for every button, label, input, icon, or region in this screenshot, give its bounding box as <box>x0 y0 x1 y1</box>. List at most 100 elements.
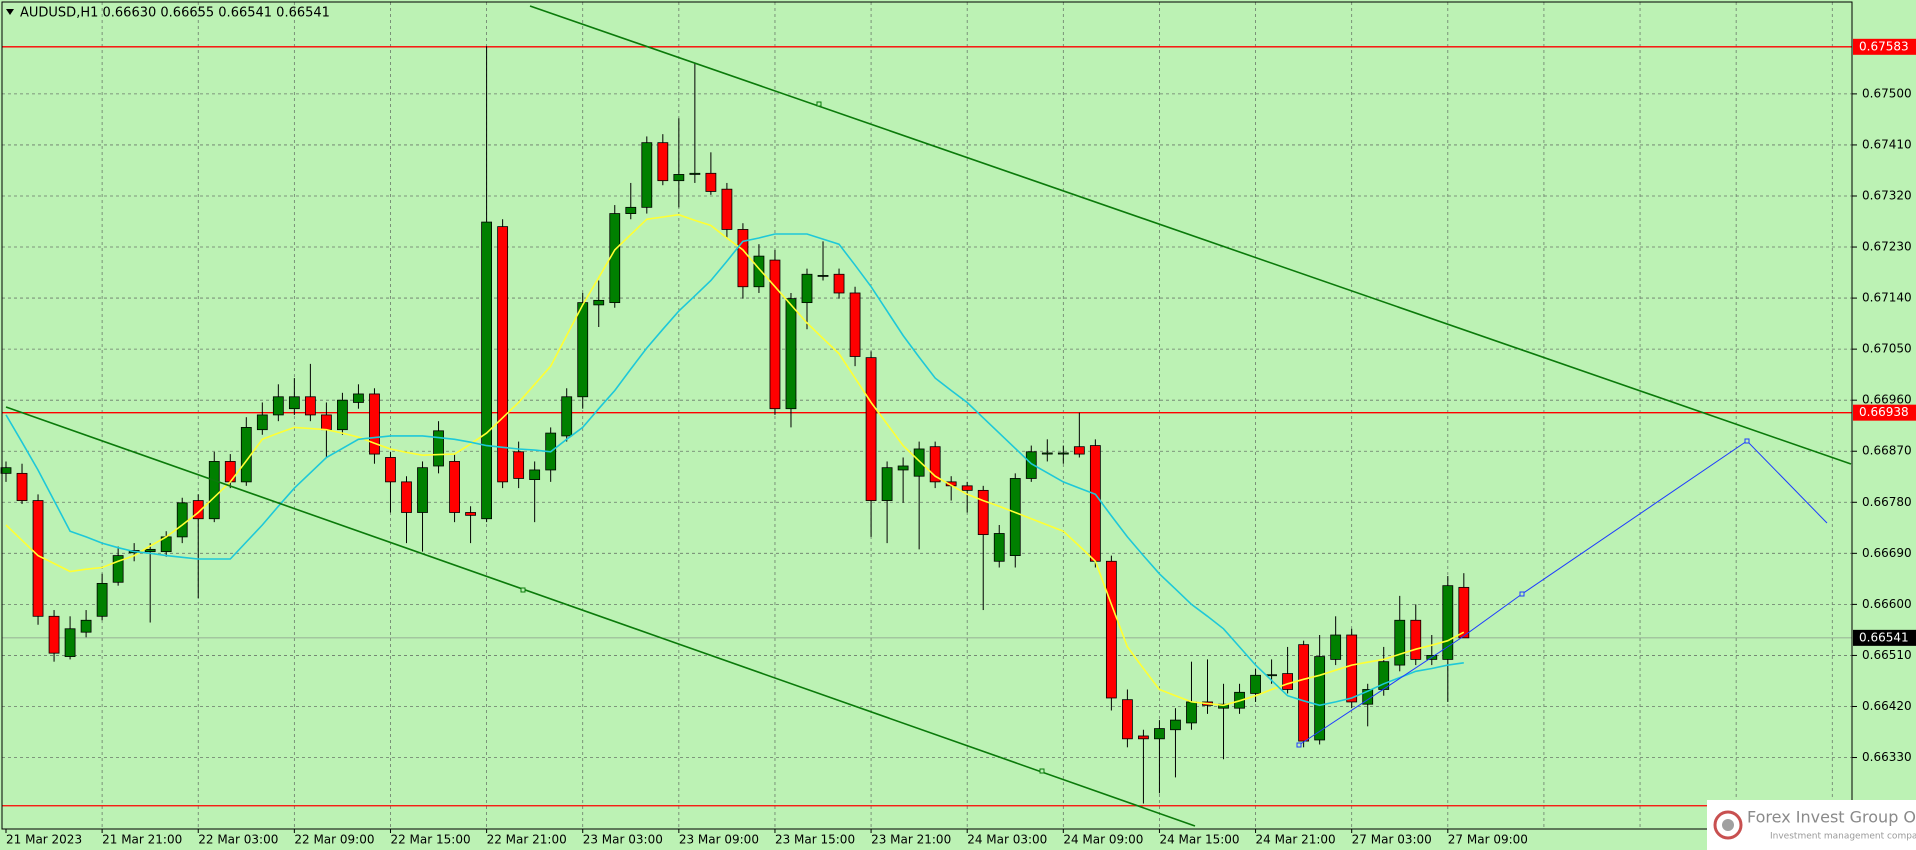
candle-body <box>673 174 685 182</box>
candle-body <box>929 446 941 483</box>
y-tick-label: 0.66870 <box>1862 444 1912 458</box>
candle-body <box>96 582 108 617</box>
logo-tagline: Investment management company <box>1770 832 1916 842</box>
candle-body <box>721 188 733 230</box>
y-tick-label: 0.66600 <box>1862 597 1912 611</box>
x-tick-label: 23 Mar 15:00 <box>775 833 855 847</box>
candle-body <box>256 414 268 431</box>
logo-name: Forex Invest Group OU <box>1747 808 1916 827</box>
anchor <box>1039 768 1045 774</box>
x-tick-label: 22 Mar 21:00 <box>487 833 567 847</box>
candle-body <box>0 467 12 474</box>
candle-body <box>176 502 188 538</box>
x-tick-label: 27 Mar 09:00 <box>1448 833 1528 847</box>
candle-body <box>48 615 60 654</box>
last-price-box <box>1853 629 1916 646</box>
x-tick-label: 24 Mar 21:00 <box>1256 833 1336 847</box>
anchor <box>520 587 526 593</box>
candle-body <box>1186 701 1197 724</box>
candle-body <box>353 393 364 403</box>
x-tick-label: 23 Mar 09:00 <box>679 833 759 847</box>
x-tick-label: 21 Mar 21:00 <box>102 833 182 847</box>
candle-body <box>897 465 909 471</box>
candle-body <box>1041 452 1053 455</box>
candle-body <box>753 255 765 288</box>
candle-body <box>224 461 236 483</box>
candle-body <box>577 302 589 398</box>
candle-body <box>272 396 284 416</box>
candle-body <box>304 396 316 416</box>
candle-body <box>849 292 861 357</box>
candle-body <box>1105 560 1117 699</box>
y-tick-label: 0.67050 <box>1862 342 1912 356</box>
candle-body <box>497 226 509 483</box>
overlays-layer <box>5 213 1465 707</box>
candle-body <box>1250 674 1261 694</box>
candle-body <box>689 172 701 175</box>
y-tick-label: 0.67140 <box>1862 291 1912 305</box>
candle-body <box>385 457 396 483</box>
moving-average <box>5 213 1465 707</box>
candle-body <box>80 619 92 633</box>
candle-body <box>625 206 637 214</box>
candle-body <box>64 628 76 657</box>
candle-body <box>1298 644 1310 742</box>
candle-body <box>192 500 204 520</box>
candle-body <box>1330 634 1342 660</box>
levels-layer <box>2 46 1852 807</box>
candle-body <box>240 427 252 483</box>
candle-body <box>288 396 300 410</box>
candle-body <box>1442 585 1454 660</box>
candle-body <box>112 555 124 583</box>
symbol-menu-icon[interactable] <box>6 9 14 15</box>
y-tick-label: 0.66960 <box>1862 393 1912 407</box>
candle-body <box>1009 478 1021 557</box>
y-tick-label: 0.66330 <box>1862 750 1912 764</box>
trend-lines <box>5 5 1852 827</box>
candle-body <box>32 500 44 617</box>
candle-body <box>433 430 444 467</box>
anchor <box>1519 591 1525 597</box>
candle-body <box>529 469 541 480</box>
x-tick-label: 22 Mar 03:00 <box>198 833 278 847</box>
moving-average <box>5 233 1464 707</box>
candle-body <box>1154 728 1165 740</box>
candle-body <box>449 461 460 513</box>
y-tick-label: 0.66690 <box>1862 546 1912 560</box>
y-tick-label: 0.67230 <box>1862 240 1912 254</box>
candle-body <box>561 396 573 437</box>
candle-body <box>1282 673 1293 690</box>
candle-body <box>1314 656 1326 741</box>
candle-body <box>1346 634 1358 703</box>
candle-body <box>801 273 813 304</box>
x-tick-label: 22 Mar 15:00 <box>390 833 470 847</box>
candle-body <box>1122 699 1133 740</box>
candle-body <box>1170 719 1181 731</box>
x-tick-label: 24 Mar 15:00 <box>1159 833 1239 847</box>
y-tick-label: 0.66420 <box>1862 699 1912 713</box>
candle-body <box>865 357 877 501</box>
channel-upper <box>529 5 1852 465</box>
chart-title: AUDUSD,H1 0.66630 0.66655 0.66541 0.6654… <box>20 6 330 21</box>
y-tick-label: 0.67500 <box>1862 86 1912 100</box>
axis-layer: 0.67500 0.67410 0.67320 0.67230 0.67140 0.670… <box>5 38 1916 847</box>
candle-body <box>977 489 989 536</box>
logo-icon <box>1713 810 1743 840</box>
anchor <box>816 101 822 107</box>
anchor <box>1296 742 1302 748</box>
channel-lower <box>5 406 1196 827</box>
x-tick-label: 23 Mar 03:00 <box>583 833 663 847</box>
candle-body <box>785 298 797 410</box>
logo-icon-core <box>1722 819 1734 831</box>
candle-body <box>1057 452 1069 455</box>
candle-body <box>737 229 749 288</box>
x-tick-label: 24 Mar 09:00 <box>1063 833 1143 847</box>
candle-body <box>481 221 493 520</box>
candle-body <box>320 414 332 431</box>
candle-body <box>961 485 973 491</box>
x-tick-label: 23 Mar 21:00 <box>871 833 951 847</box>
candle-body <box>593 299 605 306</box>
